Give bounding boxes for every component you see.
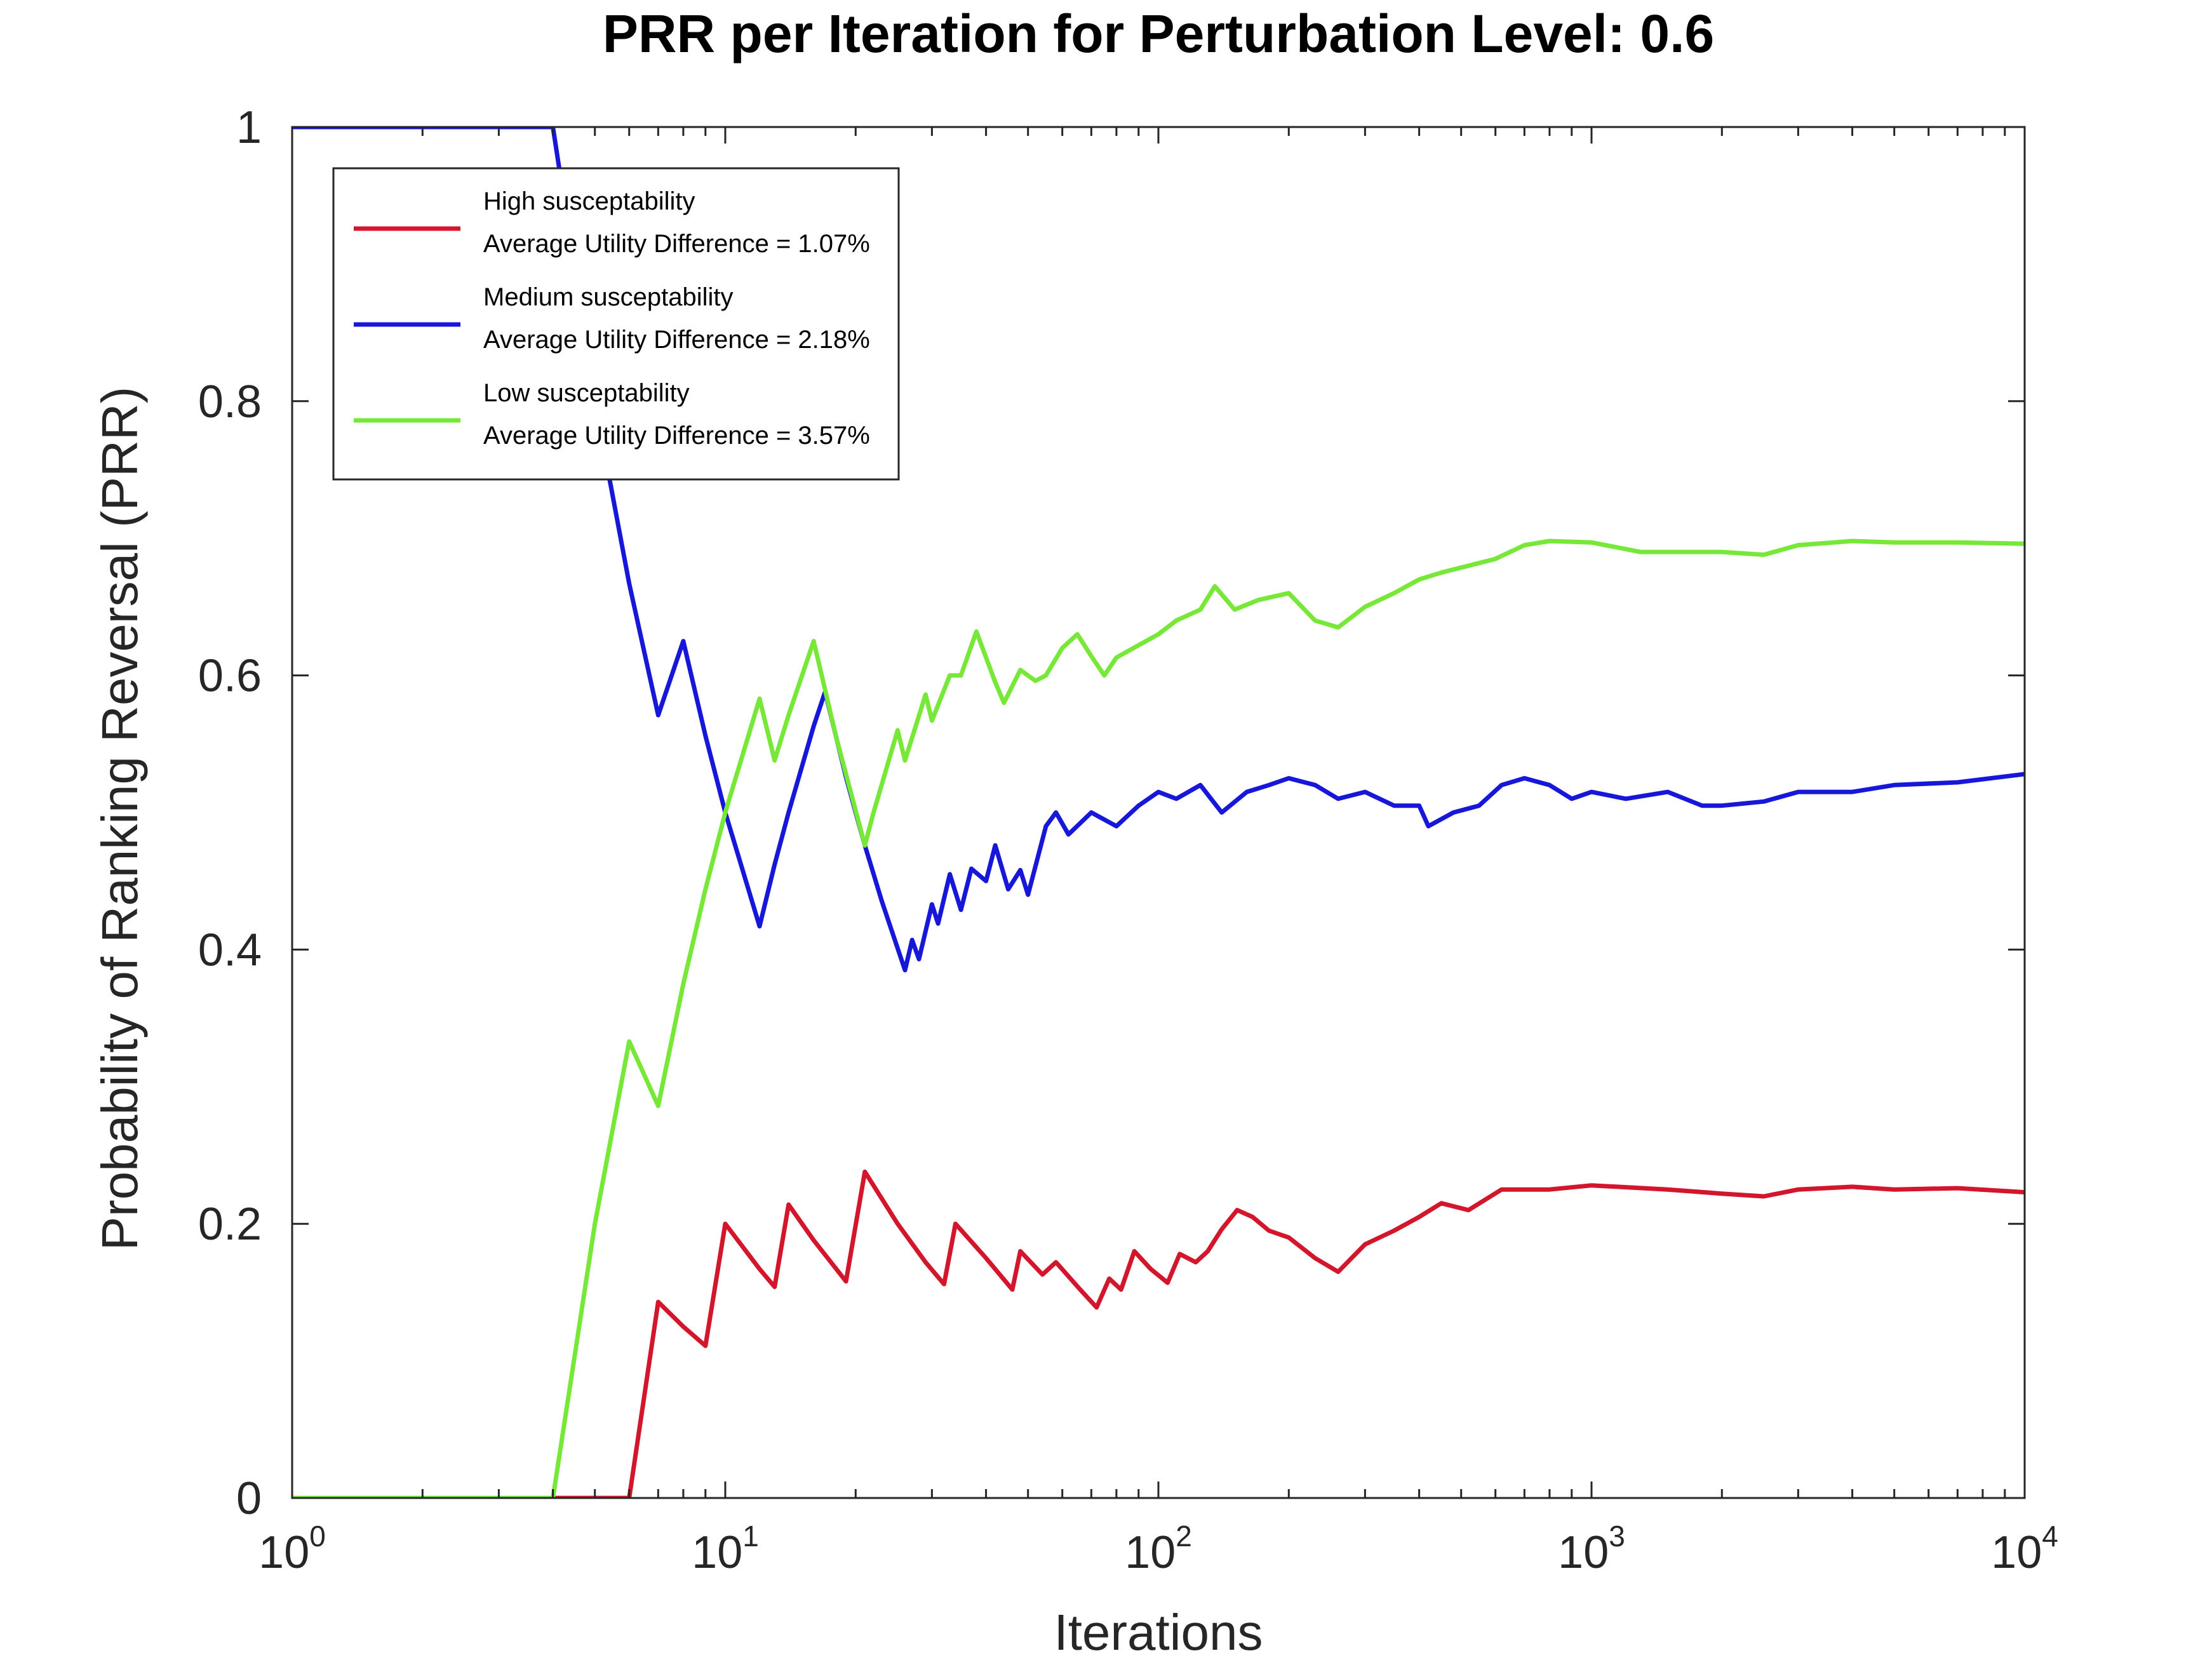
series-line-2	[292, 538, 2025, 1498]
chart-title: PRR per Iteration for Perturbation Level…	[603, 4, 1714, 64]
legend-entry-name-0: High susceptability	[483, 187, 695, 215]
plot-area	[292, 127, 2025, 1498]
y-tick-label-1: 0.2	[198, 1199, 262, 1250]
x-axis-label: Iterations	[1054, 1604, 1263, 1661]
legend: High susceptability Average Utility Diffe…	[332, 167, 900, 481]
axes: 100 101 102 103 104 0 0.2 0.4 0.6 0.8 1	[198, 102, 2058, 1578]
legend-entry-subtitle-0: Average Utility Difference = 1.07%	[483, 230, 870, 258]
y-tick-label-0: 0	[236, 1473, 262, 1524]
series-line-1	[292, 127, 2025, 973]
x-tick-label-0: 100	[258, 1520, 326, 1578]
x-tick-label-3: 103	[1558, 1520, 1625, 1578]
x-tick-label-1: 101	[692, 1520, 759, 1578]
series-group	[292, 127, 2025, 1498]
legend-box	[332, 167, 900, 481]
y-tick-label-5: 1	[236, 102, 262, 153]
legend-entry-subtitle-1: Average Utility Difference = 2.18%	[483, 326, 870, 354]
y-tick-label-2: 0.4	[198, 925, 262, 975]
y-tick-label-4: 0.8	[198, 377, 262, 427]
x-tick-label-4: 104	[1991, 1520, 2058, 1578]
legend-entry-subtitle-2: Average Utility Difference = 3.57%	[483, 422, 870, 450]
series-line-0	[292, 1169, 2025, 1498]
legend-entry-name-2: Low susceptability	[483, 379, 690, 407]
y-tick-label-3: 0.6	[198, 651, 262, 702]
y-axis-label: Probability of Ranking Reversal (PRR)	[91, 387, 148, 1251]
x-tick-label-2: 102	[1125, 1520, 1192, 1578]
legend-entry-name-1: Medium susceptability	[483, 283, 734, 311]
